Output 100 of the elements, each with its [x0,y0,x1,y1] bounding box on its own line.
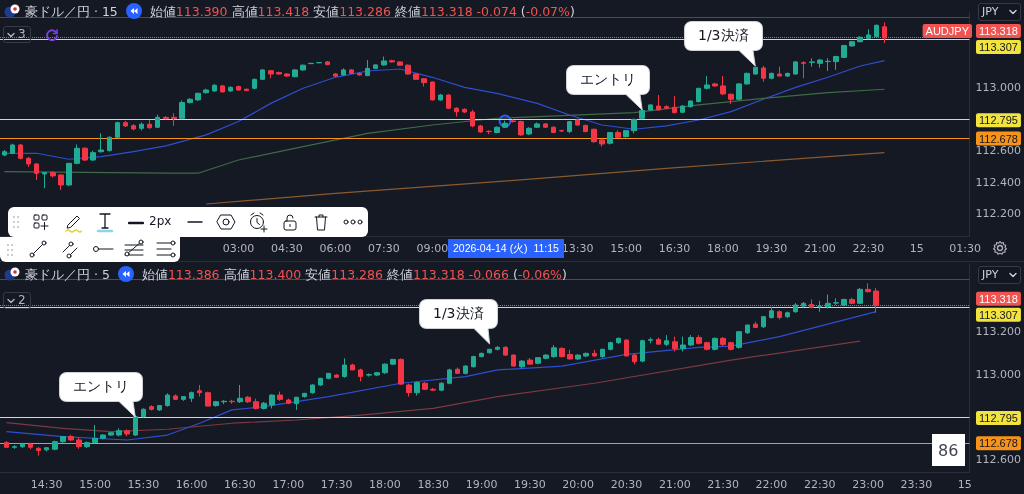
candlestick [446,93,451,110]
candlestick [20,442,25,449]
x-tick-label: 14:30 [30,478,63,491]
candlestick [551,125,556,134]
candlestick [52,440,58,451]
candlestick [785,72,790,78]
candlestick [696,87,701,103]
candlestick [12,444,17,450]
annotation: エントリ [580,71,636,89]
candlestick [358,368,363,382]
candlestick [728,341,734,351]
y-tick-label: 113.200 [975,324,1022,338]
x-tick-label: 19:30 [514,478,546,491]
candlestick [640,339,645,363]
candlestick [841,298,847,307]
candlestick [833,55,839,71]
candlestick [366,372,372,378]
candlestick [591,128,597,144]
candlestick [316,61,322,64]
candlestick [252,78,257,90]
candlestick [203,88,209,94]
text: JPY [982,268,999,281]
candlestick [179,100,185,120]
candlestick [567,349,573,360]
candlestick [277,391,283,402]
candlestick [825,57,831,72]
annotation: 86 [938,441,959,460]
candlestick [874,23,879,39]
candlestick [857,287,863,305]
candlestick [294,396,299,411]
x-tick-label: 16:30 [658,242,691,255]
ref-line-label: 112.678 [979,437,1018,450]
candlestick [310,383,315,395]
candlestick [147,119,152,130]
candlestick [639,109,645,120]
candlestick [511,353,516,367]
candlestick [534,122,540,129]
ref-line-label: AUDJPY 113.318 [925,24,1018,37]
candlestick [326,372,331,380]
candlestick [4,440,9,449]
x-tick-label: 23:00 [852,478,884,491]
candlestick [575,353,581,361]
candlestick [381,56,387,67]
x-tick-label: 15 [909,242,924,255]
candlestick [583,352,589,358]
candlestick [430,81,435,102]
candlestick [26,156,31,168]
candlestick [139,122,144,131]
candlestick [405,63,411,76]
candlestick [197,384,202,398]
candlestick [389,59,395,64]
candlestick [115,121,120,139]
candlestick [801,60,806,79]
candlestick [502,120,508,129]
x-tick-label: 17:30 [320,478,353,491]
candlestick [567,120,572,134]
candlestick [656,94,661,111]
candlestick [704,341,710,351]
candlestick [92,424,98,445]
candlestick [350,363,355,371]
candlestick [462,107,467,114]
candlestick [672,95,677,114]
x-tick-label: 22:30 [852,242,885,255]
candlestick [616,336,621,345]
candlestick [141,407,146,419]
candlestick [74,143,80,165]
y-tick-label: 112.600 [975,453,1022,467]
candlestick [260,68,265,81]
candlestick [276,71,282,76]
annotation: エントリ [73,378,129,396]
candlestick [439,381,444,392]
candlestick [551,344,557,359]
candlestick [100,433,106,440]
y-tick-label: 113.000 [975,367,1022,381]
candlestick [712,82,718,88]
candlestick [42,171,47,189]
candlestick [390,358,396,366]
candlestick [648,103,653,112]
ref-line-label: 112.678 [979,132,1018,145]
candlestick [68,434,74,442]
candlestick [334,373,339,379]
x-tick-label: 16:00 [175,478,208,491]
annotation: 1/3決済 [433,305,484,323]
candlestick [455,367,460,375]
chart-title: 豪ドル／円 · 15 [25,4,118,21]
candlestick [318,377,323,387]
candlestick [615,129,621,139]
candlestick [300,63,306,72]
text: 始値113.386 高値113.400 安値113.286 終値113.318 -0.066 (-0.06%) [141,267,567,282]
x-tick-label: 21:00 [658,478,691,491]
annotation: 2 [18,293,26,307]
candlestick [503,345,508,357]
candlestick [761,315,766,329]
line-series [205,152,886,205]
candlestick [349,68,354,75]
x-tick-label: 21:00 [804,242,836,255]
ref-line-label: 113.318 [979,292,1018,305]
candlestick [155,114,160,129]
candlestick [34,162,39,181]
candlestick [680,104,685,114]
